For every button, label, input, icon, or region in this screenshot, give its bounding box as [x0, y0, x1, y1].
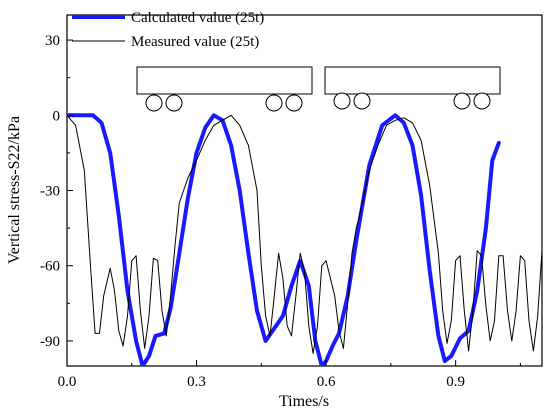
- y-tick-label: 0: [53, 108, 61, 124]
- wagon-right: [324, 66, 501, 110]
- y-tick-label: -90: [40, 334, 60, 350]
- y-axis-title: Vertical stress-S22/kPa: [6, 116, 23, 264]
- wheel: [453, 92, 471, 110]
- wagon-left: [136, 66, 313, 112]
- y-axis: 30 0 -30 -60 -90: [40, 33, 73, 350]
- legend: Calculated value (25t) Measured value (2…: [72, 10, 264, 50]
- x-axis: 0.0 0.3 0.6 0.9: [58, 360, 521, 390]
- x-tick-label: 0.6: [317, 374, 336, 390]
- wheel: [145, 94, 163, 112]
- series-layer: [67, 113, 542, 366]
- wheel: [285, 94, 303, 112]
- series-line-0: [67, 113, 501, 366]
- wagon-diagrams: [136, 66, 501, 112]
- wheel: [265, 94, 283, 112]
- x-axis-title: Times/s: [279, 393, 329, 410]
- y-tick-label: -30: [40, 184, 60, 200]
- wheel: [165, 94, 183, 112]
- y-tick-label: -60: [40, 259, 60, 275]
- wheel: [353, 92, 371, 110]
- wheel: [473, 92, 491, 110]
- series-line-1: [67, 114, 542, 354]
- legend-label-calculated: Calculated value (25t): [131, 10, 264, 26]
- x-tick-label: 0.9: [446, 374, 465, 390]
- wheel: [333, 92, 351, 110]
- wagon-body: [136, 66, 313, 95]
- x-tick-label: 0.3: [187, 374, 206, 390]
- legend-label-measured: Measured value (25t): [131, 34, 259, 50]
- y-tick-label: 30: [45, 33, 60, 49]
- x-tick-label: 0.0: [58, 374, 77, 390]
- wagon-body: [324, 66, 501, 95]
